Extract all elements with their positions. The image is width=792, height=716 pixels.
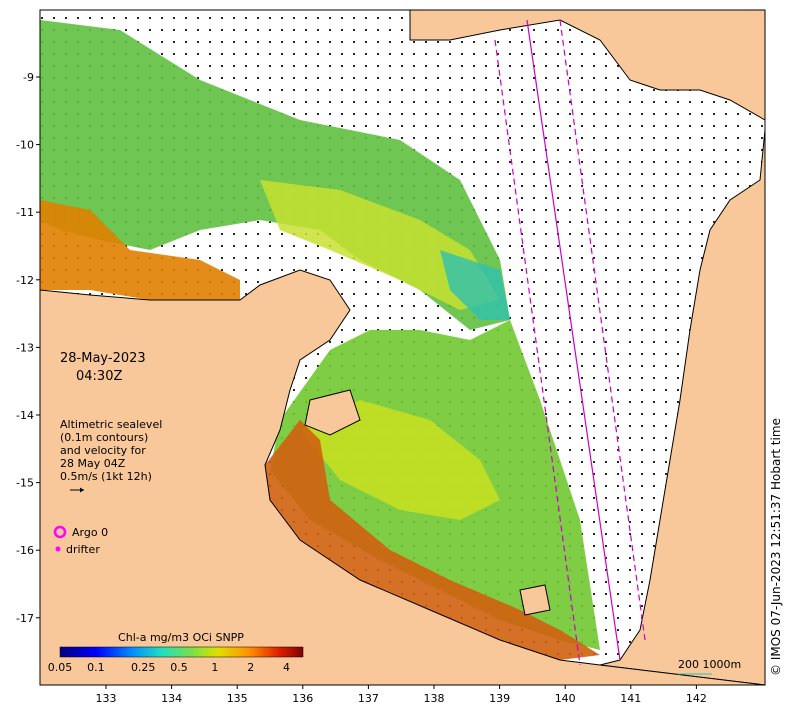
colorbar-tick-label: 0.1 bbox=[87, 661, 105, 674]
track-line-2 bbox=[526, 19, 621, 661]
legend: Argo 0 drifter bbox=[53, 525, 108, 556]
land-northern-territory bbox=[39, 269, 766, 686]
lat-tick-label: -9 bbox=[23, 71, 34, 84]
velocity-scale-arrowhead bbox=[80, 487, 84, 493]
lat-tick-label: -16 bbox=[16, 544, 34, 557]
drifter-label: drifter bbox=[66, 543, 100, 556]
land-island-groote bbox=[304, 389, 361, 436]
track-line-1 bbox=[494, 39, 581, 666]
credit: © IMOS 07-Jun-2023 12:51:37 Hobart time bbox=[769, 418, 783, 676]
lon-tick-label: 135 bbox=[227, 692, 248, 705]
track-line-3 bbox=[559, 19, 646, 641]
colorbar-tick-label: 0.5 bbox=[170, 661, 188, 674]
lat-tick-label: -11 bbox=[16, 206, 34, 219]
chlorophyll-gulf-coast-orange bbox=[265, 420, 600, 660]
lat-tick-label: -17 bbox=[16, 612, 34, 625]
latitude-ticks: -9 -10 -11 -12 -13 -14 -15 -16 -17 bbox=[16, 71, 40, 625]
chlorophyll-cyan-band bbox=[440, 250, 510, 320]
lon-tick-label: 136 bbox=[292, 692, 313, 705]
lon-tick-label: 142 bbox=[686, 692, 707, 705]
lon-tick-label: 133 bbox=[96, 692, 117, 705]
chlorophyll-west-orange bbox=[40, 200, 240, 300]
sealevel-note-line: 0.5m/s (1kt 12h) bbox=[60, 470, 152, 483]
lat-tick-label: -10 bbox=[16, 139, 34, 152]
colorbar-tick-label: 0.05 bbox=[48, 661, 73, 674]
lon-tick-label: 137 bbox=[358, 692, 379, 705]
sealevel-note-line: Altimetric sealevel bbox=[60, 418, 162, 431]
longitude-ticks: 133 134 135 136 137 138 139 140 141 142 bbox=[96, 685, 707, 705]
colorbar-tick-label: 0.25 bbox=[131, 661, 156, 674]
sealevel-note-line: 28 May 04Z bbox=[60, 457, 126, 470]
sealevel-note: Altimetric sealevel (0.1m contours) and … bbox=[60, 418, 162, 493]
lon-tick-label: 139 bbox=[489, 692, 510, 705]
colorbar-title: Chl-a mg/m3 OCi SNPP bbox=[118, 631, 244, 644]
lat-tick-label: -12 bbox=[16, 274, 34, 287]
land-island-small bbox=[519, 584, 551, 616]
colorbar-tick-label: 4 bbox=[283, 661, 290, 674]
chlorophyll-north-light bbox=[260, 180, 500, 310]
lon-tick-label: 141 bbox=[620, 692, 641, 705]
argo-marker bbox=[53, 525, 67, 539]
lon-tick-label: 138 bbox=[424, 692, 445, 705]
argo-label: Argo 0 bbox=[72, 526, 108, 539]
sealevel-note-line: (0.1m contours) bbox=[60, 431, 148, 444]
lat-tick-label: -15 bbox=[16, 477, 34, 490]
land-cape-york bbox=[599, 129, 766, 686]
colorbar-tick-label: 1 bbox=[211, 661, 218, 674]
scale-bar-label: 200 1000m bbox=[678, 658, 741, 671]
map-time: 04:30Z bbox=[76, 369, 122, 384]
map-date: 28-May-2023 bbox=[60, 351, 146, 366]
colorbar-tick-label: 2 bbox=[247, 661, 254, 674]
drifter-marker bbox=[55, 546, 61, 552]
lat-tick-label: -14 bbox=[16, 409, 34, 422]
lon-tick-label: 134 bbox=[161, 692, 182, 705]
lat-tick-label: -13 bbox=[16, 341, 34, 354]
chlorophyll-gulf-yellow bbox=[300, 400, 500, 520]
colorbar-ramp bbox=[59, 646, 304, 658]
lon-tick-label: 140 bbox=[555, 692, 576, 705]
colorbar: Chl-a mg/m3 OCi SNPP 0.05 0.1 0.25 0.5 1 2 4 bbox=[48, 631, 304, 674]
sealevel-note-line: and velocity for bbox=[60, 444, 146, 457]
